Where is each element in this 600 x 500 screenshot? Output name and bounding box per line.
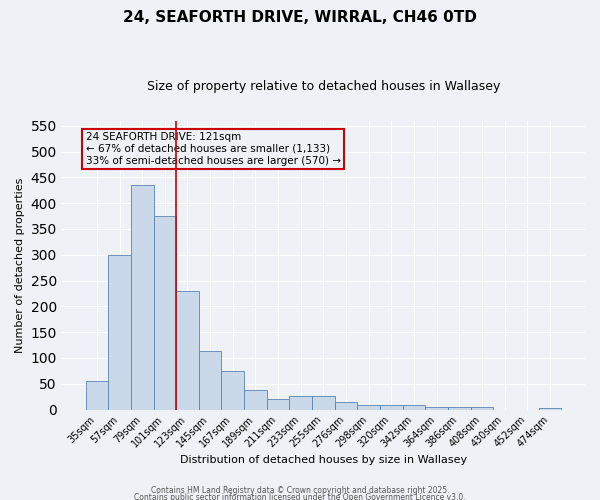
X-axis label: Distribution of detached houses by size in Wallasey: Distribution of detached houses by size …	[180, 455, 467, 465]
Bar	[108, 254, 131, 410]
Bar	[267, 400, 289, 409]
Bar	[358, 406, 380, 409]
Bar	[380, 406, 403, 409]
Bar	[425, 407, 448, 410]
Bar	[86, 381, 108, 410]
Bar	[199, 352, 221, 410]
Bar	[244, 390, 267, 409]
Text: Contains HM Land Registry data © Crown copyright and database right 2025.: Contains HM Land Registry data © Crown c…	[151, 486, 449, 495]
Bar	[335, 402, 358, 409]
Bar	[154, 216, 176, 410]
Bar	[448, 407, 470, 410]
Bar	[176, 291, 199, 410]
Bar	[539, 408, 561, 410]
Bar	[221, 371, 244, 410]
Text: Contains public sector information licensed under the Open Government Licence v3: Contains public sector information licen…	[134, 494, 466, 500]
Bar	[403, 406, 425, 409]
Text: 24 SEAFORTH DRIVE: 121sqm
← 67% of detached houses are smaller (1,133)
33% of se: 24 SEAFORTH DRIVE: 121sqm ← 67% of detac…	[86, 132, 341, 166]
Bar	[131, 185, 154, 410]
Title: Size of property relative to detached houses in Wallasey: Size of property relative to detached ho…	[147, 80, 500, 93]
Bar	[312, 396, 335, 409]
Text: 24, SEAFORTH DRIVE, WIRRAL, CH46 0TD: 24, SEAFORTH DRIVE, WIRRAL, CH46 0TD	[123, 10, 477, 25]
Bar	[289, 396, 312, 409]
Y-axis label: Number of detached properties: Number of detached properties	[15, 178, 25, 353]
Bar	[470, 407, 493, 410]
